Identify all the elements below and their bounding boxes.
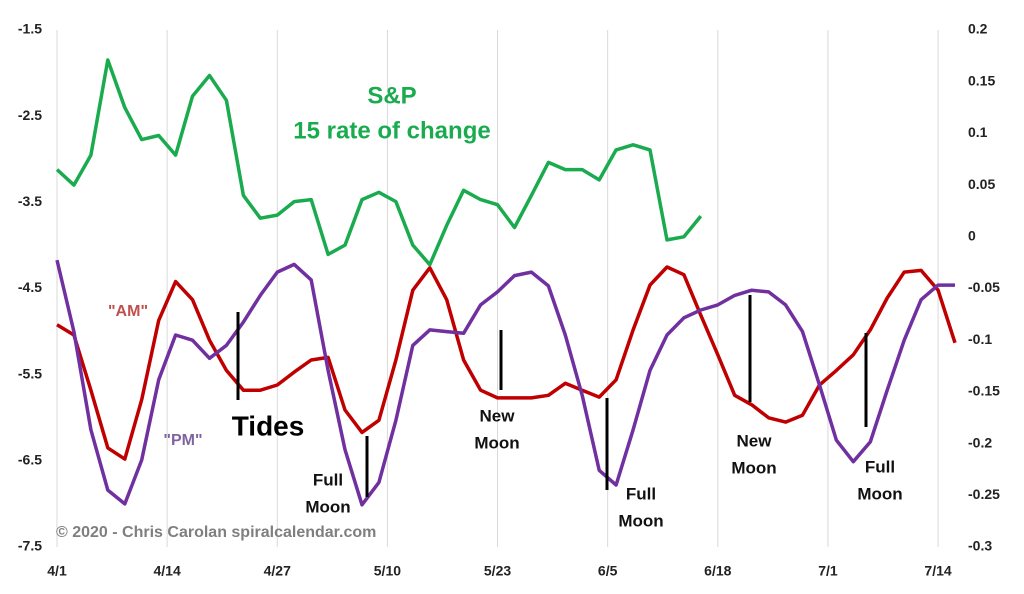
x-tick-label: 5/10 (374, 563, 401, 579)
moon-label: Full (865, 457, 895, 476)
moon-label: Moon (857, 484, 902, 503)
series-line (55, 58, 703, 267)
x-tick-label: 6/18 (704, 563, 731, 579)
y2-tick-label: 0.2 (968, 21, 988, 37)
x-tick-label: 6/5 (598, 563, 618, 579)
moon-markers (236, 295, 868, 497)
y2-tick-label: 0.1 (968, 124, 988, 140)
y2-tick-label: -0.3 (968, 538, 992, 554)
y2-tick-label: -0.15 (968, 383, 1000, 399)
y-tick-label: -2.5 (18, 107, 42, 123)
am-label: "AM" (108, 303, 148, 320)
moon-label: Full (626, 484, 656, 503)
lines (55, 58, 957, 507)
moon-label: Moon (305, 497, 350, 516)
y-tick-label: -4.5 (18, 279, 42, 295)
moon-label: Moon (618, 511, 663, 530)
y-tick-label: -1.5 (18, 21, 42, 37)
y2-tick-label: -0.2 (968, 434, 992, 450)
x-tick-label: 7/14 (924, 563, 951, 579)
chart-title: S&P (367, 82, 416, 109)
y2-tick-label: 0.15 (968, 72, 995, 88)
moon-label: Moon (474, 433, 519, 452)
tides-label: Tides (232, 410, 305, 441)
y-tick-label: -5.5 (18, 365, 42, 381)
y2-tick-label: 0 (968, 228, 976, 244)
moon-label: New (480, 406, 516, 425)
moon-label: New (737, 431, 773, 450)
moon-label: Full (313, 470, 343, 489)
y-tick-label: -7.5 (18, 538, 42, 554)
x-tick-label: 4/27 (264, 563, 291, 579)
y2-tick-label: -0.1 (968, 331, 992, 347)
moon-label: Moon (731, 458, 776, 477)
credit: © 2020 - Chris Carolan spiralcalendar.co… (56, 524, 376, 541)
chart-subtitle: 15 rate of change (293, 117, 490, 144)
y-tick-label: -6.5 (18, 452, 42, 468)
y2-tick-label: -0.05 (968, 279, 1000, 295)
x-tick-label: 4/14 (154, 563, 181, 579)
series-line (56, 265, 957, 461)
x-tick-label: 4/1 (47, 563, 67, 579)
pm-label: "PM" (163, 432, 202, 449)
x-tick-label: 7/1 (818, 563, 838, 579)
y2-tick-label: 0.05 (968, 176, 995, 192)
y-tick-label: -3.5 (18, 193, 42, 209)
series-line (55, 259, 955, 507)
y2-tick-label: -0.25 (968, 486, 1000, 502)
x-tick-label: 5/23 (484, 563, 511, 579)
